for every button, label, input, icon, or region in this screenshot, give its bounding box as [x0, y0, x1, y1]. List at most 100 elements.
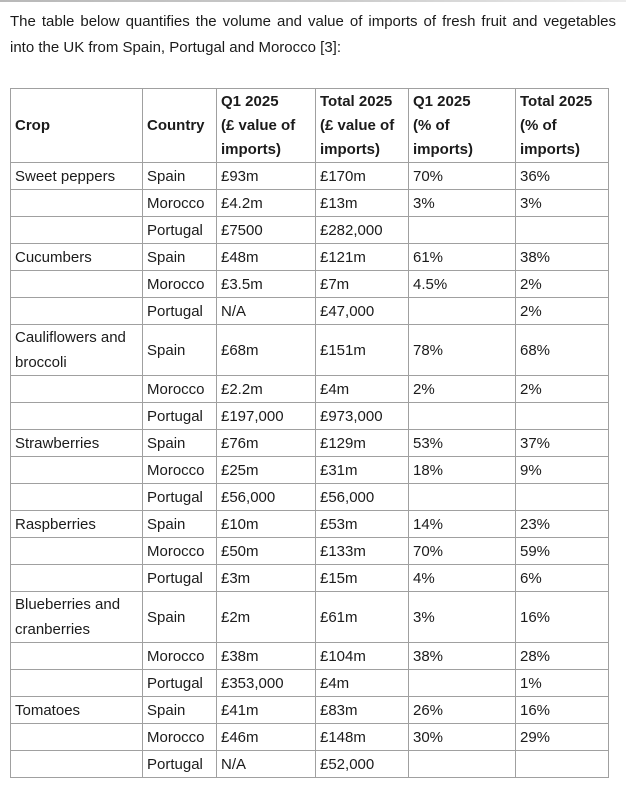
cell-total-pct: [515, 483, 609, 511]
cell-crop: [10, 402, 143, 430]
table-row: Morocco £25m £31m 18% 9%: [10, 456, 609, 484]
table-row: Portugal £7500 £282,000: [10, 216, 609, 244]
cell-country: Portugal: [142, 564, 217, 592]
cell-q1-pct: 2%: [408, 375, 516, 403]
cell-total-pct: 2%: [515, 375, 609, 403]
cell-total-value: £4m: [315, 669, 409, 697]
cell-total-value: £56,000: [315, 483, 409, 511]
table-row: Cauliflowers and broccoli Spain £68m £15…: [10, 324, 609, 376]
intro-paragraph: The table below quantifies the volume an…: [10, 13, 616, 56]
window-top-edge: [0, 0, 626, 2]
cell-crop: [10, 723, 143, 751]
cell-total-pct: 3%: [515, 189, 609, 217]
cell-total-value: £148m: [315, 723, 409, 751]
cell-country: Spain: [142, 324, 217, 376]
cell-total-pct: [515, 402, 609, 430]
cell-country: Morocco: [142, 537, 217, 565]
cell-crop: Blueberries and cranberries: [10, 591, 143, 643]
cell-total-pct: 9%: [515, 456, 609, 484]
cell-crop: Tomatoes: [10, 696, 143, 724]
cell-crop: Strawberries: [10, 429, 143, 457]
cell-total-pct: 16%: [515, 591, 609, 643]
header-q1-value: Q1 2025 (£ value of imports): [216, 88, 316, 163]
table-row: Blueberries and cranberries Spain £2m £6…: [10, 591, 609, 643]
cell-crop: [10, 750, 143, 778]
cell-total-pct: 68%: [515, 324, 609, 376]
cell-total-value: £133m: [315, 537, 409, 565]
table-row: Morocco £38m £104m 38% 28%: [10, 642, 609, 670]
cell-q1-value: £197,000: [216, 402, 316, 430]
cell-total-pct: [515, 750, 609, 778]
cell-total-value: £53m: [315, 510, 409, 538]
header-crop: Crop: [10, 88, 143, 163]
header-country: Country: [142, 88, 217, 163]
cell-q1-pct: 4.5%: [408, 270, 516, 298]
cell-total-pct: 59%: [515, 537, 609, 565]
header-total-value: Total 2025 (£ value of imports): [315, 88, 409, 163]
cell-crop: [10, 483, 143, 511]
cell-total-value: £47,000: [315, 297, 409, 325]
cell-country: Portugal: [142, 750, 217, 778]
cell-q1-pct: 14%: [408, 510, 516, 538]
cell-q1-value: £10m: [216, 510, 316, 538]
cell-country: Portugal: [142, 483, 217, 511]
cell-total-value: £52,000: [315, 750, 409, 778]
cell-q1-pct: [408, 669, 516, 697]
table-row: Strawberries Spain £76m £129m 53% 37%: [10, 429, 609, 457]
table-row: Portugal £56,000 £56,000: [10, 483, 609, 511]
cell-q1-pct: [408, 297, 516, 325]
cell-q1-value: £76m: [216, 429, 316, 457]
cell-country: Portugal: [142, 297, 217, 325]
cell-total-value: £61m: [315, 591, 409, 643]
cell-crop: [10, 669, 143, 697]
cell-q1-pct: [408, 402, 516, 430]
cell-total-value: £282,000: [315, 216, 409, 244]
cell-country: Morocco: [142, 375, 217, 403]
cell-q1-value: £46m: [216, 723, 316, 751]
cell-q1-value: £2m: [216, 591, 316, 643]
cell-q1-value: £353,000: [216, 669, 316, 697]
header-total-pct: Total 2025 (% of imports): [515, 88, 609, 163]
cell-total-value: £151m: [315, 324, 409, 376]
table-row: Portugal £353,000 £4m 1%: [10, 669, 609, 697]
table-row: Raspberries Spain £10m £53m 14% 23%: [10, 510, 609, 538]
cell-total-value: £31m: [315, 456, 409, 484]
table-row: Portugal N/A £47,000 2%: [10, 297, 609, 325]
table-row: Morocco £3.5m £7m 4.5% 2%: [10, 270, 609, 298]
cell-total-value: £973,000: [315, 402, 409, 430]
table-row: Tomatoes Spain £41m £83m 26% 16%: [10, 696, 609, 724]
cell-q1-pct: 3%: [408, 189, 516, 217]
cell-q1-value: £4.2m: [216, 189, 316, 217]
cell-q1-value: N/A: [216, 750, 316, 778]
cell-country: Spain: [142, 510, 217, 538]
cell-crop: [10, 537, 143, 565]
table-row: Portugal N/A £52,000: [10, 750, 609, 778]
cell-q1-value: £48m: [216, 243, 316, 271]
cell-total-pct: 2%: [515, 297, 609, 325]
cell-q1-pct: 38%: [408, 642, 516, 670]
cell-crop: [10, 564, 143, 592]
cell-total-pct: 36%: [515, 162, 609, 190]
cell-total-pct: 38%: [515, 243, 609, 271]
cell-q1-value: £7500: [216, 216, 316, 244]
cell-country: Portugal: [142, 402, 217, 430]
cell-total-value: £4m: [315, 375, 409, 403]
cell-q1-value: £56,000: [216, 483, 316, 511]
imports-table: Crop Country Q1 2025 (£ value of imports…: [10, 88, 609, 778]
cell-q1-pct: 53%: [408, 429, 516, 457]
cell-country: Morocco: [142, 642, 217, 670]
cell-q1-pct: [408, 483, 516, 511]
table-row: Cucumbers Spain £48m £121m 61% 38%: [10, 243, 609, 271]
table-header-row: Crop Country Q1 2025 (£ value of imports…: [10, 88, 609, 163]
cell-q1-value: £41m: [216, 696, 316, 724]
cell-q1-pct: 70%: [408, 537, 516, 565]
cell-country: Morocco: [142, 456, 217, 484]
cell-total-pct: 37%: [515, 429, 609, 457]
cell-country: Morocco: [142, 723, 217, 751]
cell-total-value: £83m: [315, 696, 409, 724]
cell-crop: Cauliflowers and broccoli: [10, 324, 143, 376]
cell-country: Spain: [142, 696, 217, 724]
cell-total-pct: 16%: [515, 696, 609, 724]
table-row: Sweet peppers Spain £93m £170m 70% 36%: [10, 162, 609, 190]
table-row: Morocco £4.2m £13m 3% 3%: [10, 189, 609, 217]
